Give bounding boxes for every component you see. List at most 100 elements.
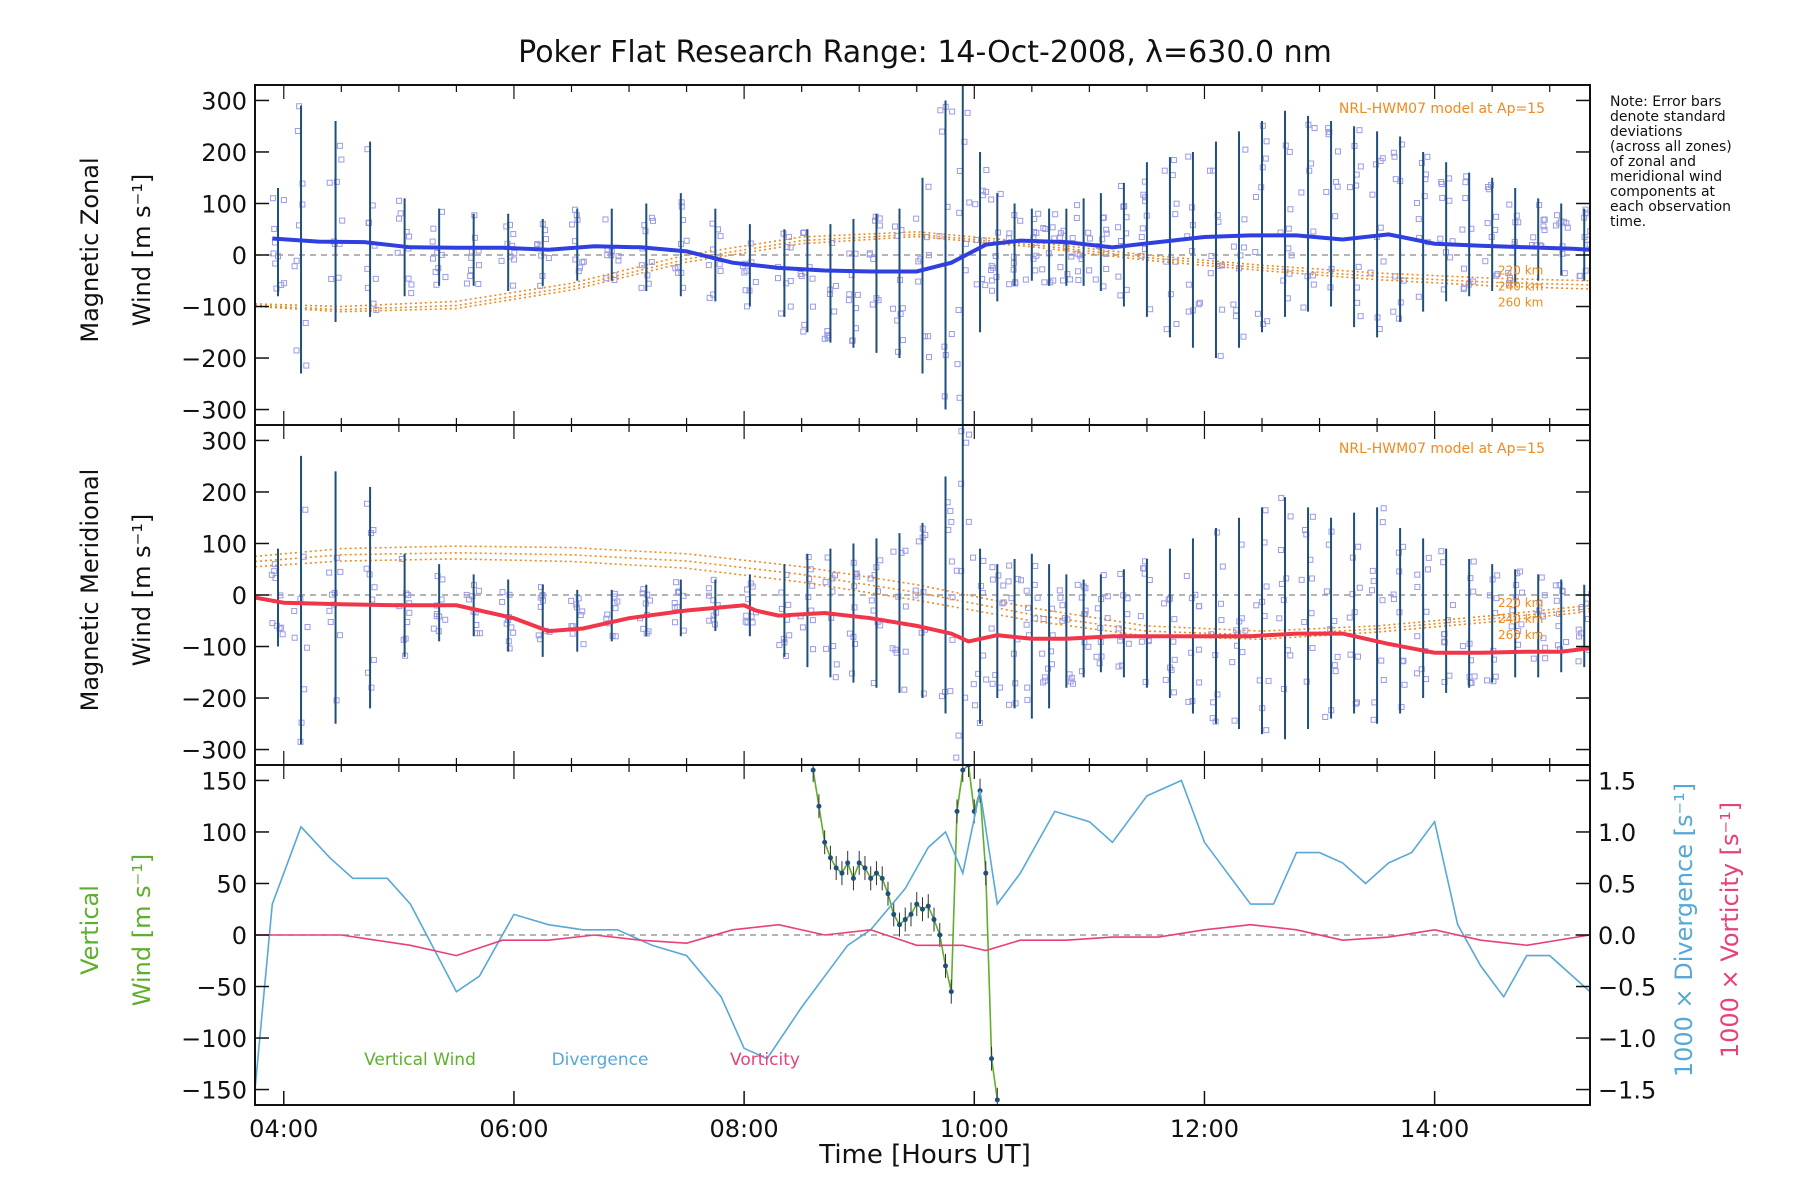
vertical-wind-point xyxy=(960,767,966,773)
sample-marker xyxy=(272,260,279,267)
sample-marker xyxy=(1254,310,1261,317)
sample-marker xyxy=(439,208,446,215)
sample-marker xyxy=(988,277,995,284)
sample-marker xyxy=(1471,673,1478,680)
sample-marker xyxy=(1369,587,1376,594)
sample-marker xyxy=(953,754,960,761)
sample-marker xyxy=(1172,211,1179,218)
sample-marker xyxy=(705,585,712,592)
sample-marker xyxy=(1425,554,1432,561)
model-label: NRL-HWM07 model at Ap=15 xyxy=(1339,101,1545,117)
plot-area xyxy=(255,85,1590,425)
sample-marker xyxy=(1349,554,1356,561)
sample-marker xyxy=(1052,211,1059,218)
sample-marker xyxy=(1115,625,1122,632)
model-height-label: 240 km xyxy=(1498,280,1543,294)
sample-marker xyxy=(1006,562,1013,569)
model-height-label: 220 km xyxy=(1498,596,1543,610)
zonal-panel: NRL-HWM07 model at Ap=15 220 km 240 km 260 … xyxy=(181,84,1591,426)
sample-marker xyxy=(1214,529,1221,536)
sample-marker xyxy=(1357,163,1364,170)
sample-marker xyxy=(644,272,651,279)
sample-marker xyxy=(1024,696,1031,703)
sample-marker xyxy=(805,554,812,561)
sample-marker xyxy=(948,558,955,565)
sample-marker xyxy=(1575,658,1582,665)
sample-marker xyxy=(1196,603,1203,610)
sample-marker xyxy=(1541,592,1548,599)
sample-marker xyxy=(1415,216,1422,223)
sample-marker xyxy=(1103,230,1110,237)
sample-marker xyxy=(1117,238,1124,245)
sample-marker xyxy=(744,586,751,593)
model-height-label: 260 km xyxy=(1498,296,1543,310)
sample-marker xyxy=(988,287,995,294)
sample-marker xyxy=(846,630,853,637)
sample-marker xyxy=(408,290,415,297)
sample-marker xyxy=(1414,571,1421,578)
sample-marker xyxy=(1031,581,1038,588)
sample-marker xyxy=(1217,600,1224,607)
note-line: Note: Error bars xyxy=(1610,94,1721,110)
sample-marker xyxy=(897,310,904,317)
sample-marker xyxy=(801,321,808,328)
note-line: of zonal and xyxy=(1610,154,1696,170)
sample-marker xyxy=(1242,627,1249,634)
sample-marker xyxy=(577,612,584,619)
sample-marker xyxy=(965,518,972,525)
sample-marker xyxy=(498,257,505,264)
sample-marker xyxy=(580,258,587,265)
sample-marker xyxy=(328,591,335,598)
vertical-wind-point xyxy=(845,860,851,866)
sample-marker xyxy=(1196,299,1203,306)
sample-marker xyxy=(1276,615,1283,622)
sample-marker xyxy=(545,254,552,261)
sample-marker xyxy=(980,652,987,659)
sample-marker xyxy=(294,128,301,135)
sample-marker xyxy=(831,308,838,315)
sample-marker xyxy=(1395,549,1402,556)
sample-marker xyxy=(326,569,333,576)
sample-marker xyxy=(1170,638,1177,645)
sample-marker xyxy=(1253,602,1260,609)
x-tick-label: 06:00 xyxy=(479,1115,548,1143)
sample-marker xyxy=(1298,189,1305,196)
sample-marker xyxy=(1582,210,1589,217)
sample-marker xyxy=(1492,673,1499,680)
sample-marker xyxy=(1170,689,1177,696)
sample-marker xyxy=(1085,643,1092,650)
sample-marker xyxy=(363,565,370,572)
vorticity-line xyxy=(255,923,1590,957)
vertical-wind-point xyxy=(989,1056,995,1062)
y-tick-label: −100 xyxy=(181,294,247,322)
sample-marker xyxy=(1237,252,1244,259)
zonal-ylabel-line1: Magnetic Zonal xyxy=(76,157,104,342)
sample-marker xyxy=(1115,663,1122,670)
sample-marker xyxy=(1138,233,1145,240)
sample-marker xyxy=(1240,244,1247,251)
sample-marker xyxy=(706,294,713,301)
sample-marker xyxy=(1008,595,1015,602)
model-height-label: 260 km xyxy=(1498,628,1543,642)
sample-marker xyxy=(371,584,378,591)
sample-marker xyxy=(1278,494,1285,501)
sample-marker xyxy=(1219,563,1226,570)
sample-marker xyxy=(1398,704,1405,711)
sample-marker xyxy=(499,589,506,596)
sample-marker xyxy=(955,732,962,739)
y-tick-label: 200 xyxy=(201,139,247,167)
sample-marker xyxy=(408,281,415,288)
sample-marker xyxy=(1552,582,1559,589)
sample-marker xyxy=(973,281,980,288)
sample-marker xyxy=(705,262,712,269)
sample-marker xyxy=(405,275,412,282)
sample-marker xyxy=(1582,206,1589,213)
sample-marker xyxy=(1470,278,1477,285)
vertical-panel: 1.5 1.0 0.5 0.0 −0.5 −1.0 −1.5 Vertical Wind Div… xyxy=(181,764,1656,1143)
sample-marker xyxy=(1014,575,1021,582)
sample-marker xyxy=(1347,184,1354,191)
sample-marker xyxy=(1446,672,1453,679)
sample-marker xyxy=(1093,653,1100,660)
sample-marker xyxy=(1331,617,1338,624)
sample-marker xyxy=(809,582,816,589)
